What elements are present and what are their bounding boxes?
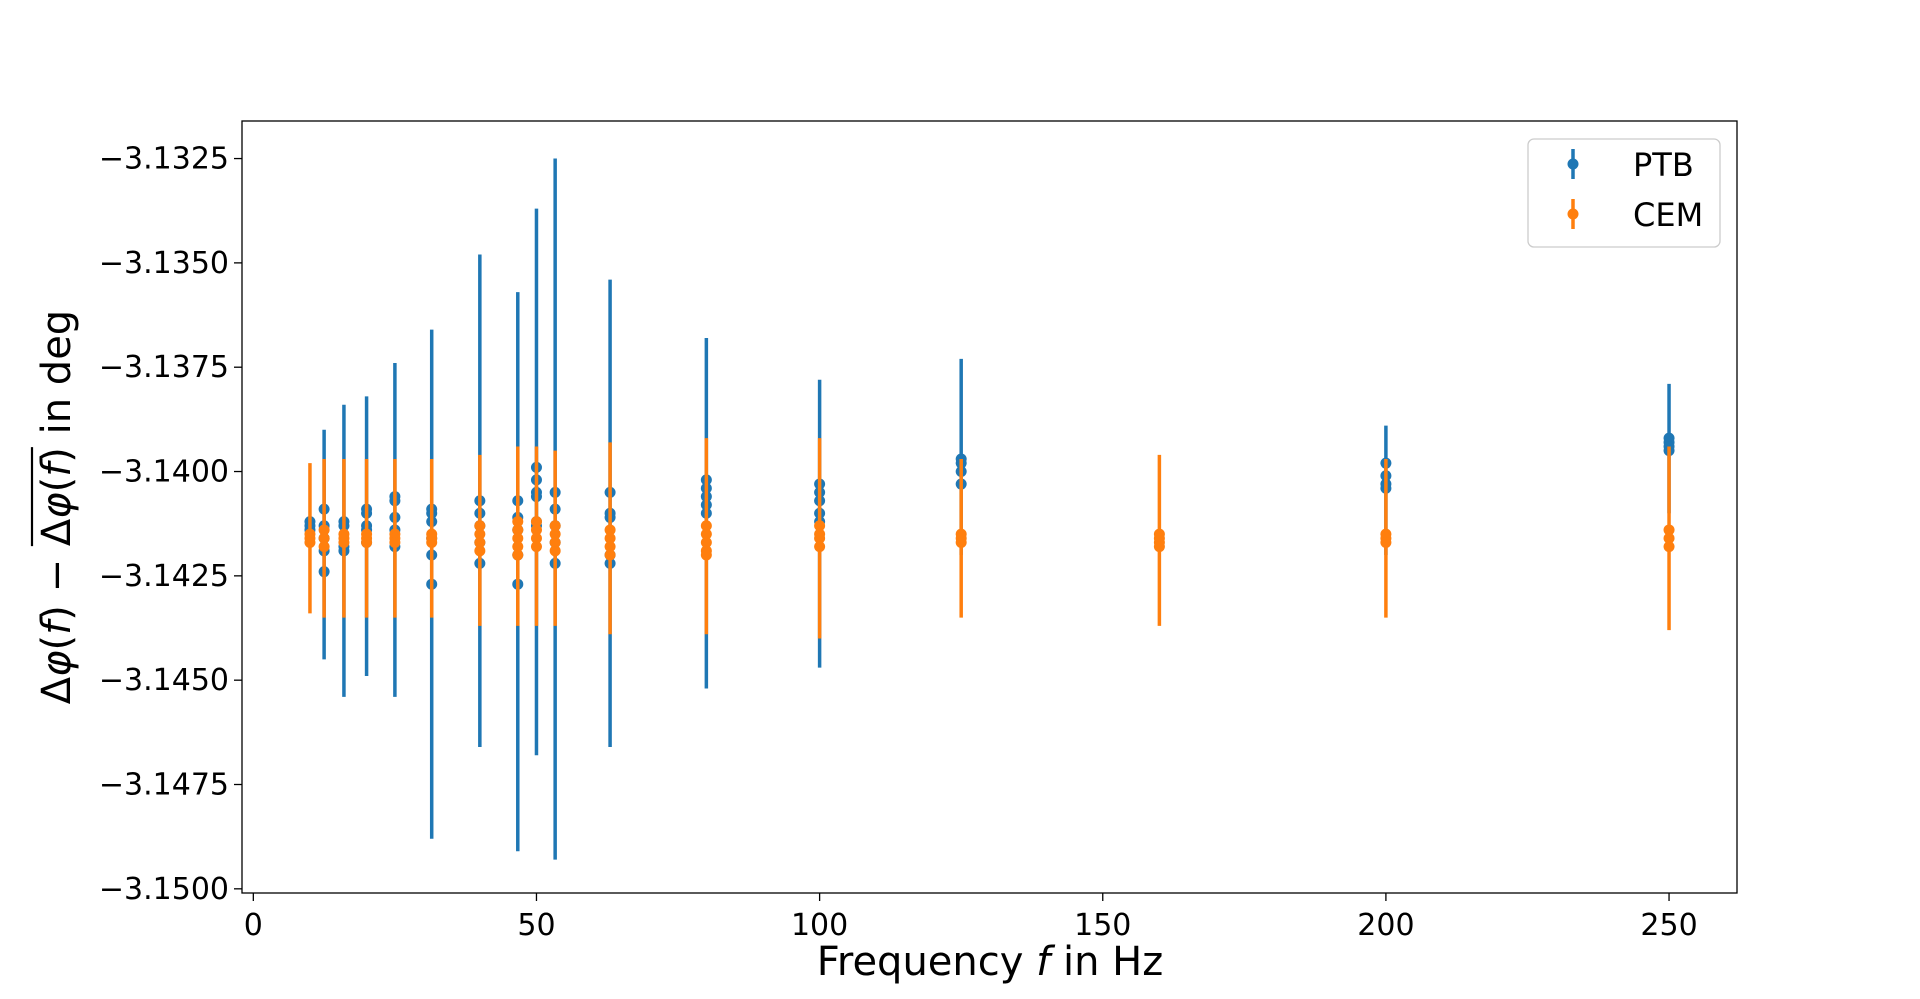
cem-point [530, 532, 542, 544]
x-tick-label: 200 [1357, 908, 1414, 943]
cem-point [700, 549, 712, 561]
y-tick-label: −3.1500 [99, 872, 229, 907]
y-tick-label: −3.1325 [99, 142, 229, 177]
plot-area [241, 120, 1738, 894]
cem-point [512, 532, 524, 544]
y-tick-label: −3.1400 [99, 455, 229, 490]
series-cem [304, 438, 1675, 639]
legend-label-ptb: PTB [1633, 146, 1694, 184]
cem-point [512, 524, 524, 536]
cem-point [814, 541, 826, 553]
cem-point [530, 516, 542, 528]
cem-point [1663, 532, 1675, 544]
series-layer [304, 158, 1675, 860]
x-tick-label: 150 [1074, 908, 1131, 943]
cem-point [530, 541, 542, 553]
legend-cem-marker [1567, 208, 1579, 220]
cem-point [1663, 541, 1675, 553]
cem-point [318, 541, 330, 553]
cem-point [512, 516, 524, 528]
x-axis-ticks: 0 50 100 150 200 250 [244, 893, 1698, 943]
cem-point [474, 536, 486, 548]
cem-point [512, 541, 524, 553]
cem-point [389, 536, 401, 548]
cem-point [318, 532, 330, 544]
y-tick-label: −3.1375 [99, 350, 229, 385]
cem-point [549, 536, 561, 548]
cem-point [814, 520, 826, 532]
y-axis-title-group: Δφ(f) − Δφ(f) in deg [30, 310, 80, 704]
cem-point [1380, 536, 1392, 548]
x-axis-title: Frequency f in Hz [817, 939, 1163, 985]
cem-point [304, 536, 316, 548]
y-axis-ticks: −3.1325 −3.1350 −3.1375 −3.1400 −3.1425 −3.14… [99, 142, 242, 907]
y-axis-title: Δφ(f) − Δφ(f) in deg [34, 310, 80, 704]
cem-point [604, 541, 616, 553]
cem-point [530, 524, 542, 536]
legend-ptb-marker [1567, 158, 1579, 170]
cem-point [474, 520, 486, 532]
cem-point [1663, 524, 1675, 536]
cem-point [426, 536, 438, 548]
cem-point [700, 536, 712, 548]
cem-point [474, 528, 486, 540]
cem-point [361, 536, 373, 548]
x-tick-label: 100 [791, 908, 848, 943]
axes-frame [241, 120, 1738, 894]
cem-point [1153, 541, 1165, 553]
cem-point [512, 549, 524, 561]
cem-point [700, 528, 712, 540]
legend: PTB CEM [1527, 138, 1721, 248]
legend-label-cem: CEM [1633, 196, 1703, 234]
y-tick-label: −3.1350 [99, 246, 229, 281]
cem-point [549, 545, 561, 557]
cem-point [549, 520, 561, 532]
cem-point [700, 520, 712, 532]
x-tick-label: 0 [244, 908, 263, 943]
cem-point [549, 528, 561, 540]
y-tick-label: −3.1475 [99, 768, 229, 803]
cem-point [814, 532, 826, 544]
cem-point [604, 532, 616, 544]
cem-point [604, 524, 616, 536]
cem-point [955, 536, 967, 548]
y-tick-label: −3.1425 [99, 559, 229, 594]
cem-point [338, 536, 350, 548]
x-tick-label: 50 [517, 908, 555, 943]
cem-point [604, 549, 616, 561]
y-tick-label: −3.1450 [99, 663, 229, 698]
x-tick-label: 250 [1640, 908, 1697, 943]
cem-point [318, 524, 330, 536]
cem-point [474, 545, 486, 557]
